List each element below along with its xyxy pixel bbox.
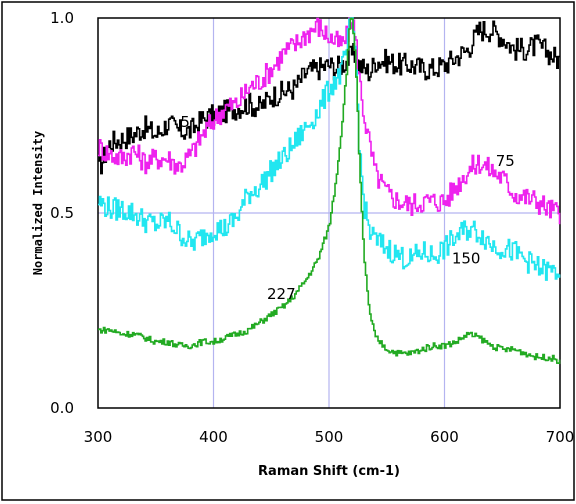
- series-line-75: [98, 17, 561, 225]
- tick-layer: 300 400 500 600 700 0.0 0.5 1.0: [50, 9, 574, 446]
- series-label-150: 150: [452, 250, 481, 268]
- series-line-227: [98, 17, 561, 364]
- x-tick-label: 700: [546, 428, 575, 446]
- x-axis-title: Raman Shift (cm-1): [258, 464, 400, 479]
- series-line-150: [98, 17, 561, 281]
- x-tick-label: 600: [430, 428, 459, 446]
- y-tick-label: 1.0: [50, 9, 74, 27]
- y-tick-label: 0.5: [50, 204, 74, 222]
- x-tick-label: 400: [199, 428, 228, 446]
- series-label-227: 227: [267, 285, 296, 303]
- y-tick-label: 0.0: [50, 399, 74, 417]
- series-label-layer: 5 75 150 227: [180, 113, 514, 303]
- series-label-75: 75: [496, 152, 515, 170]
- y-axis-title: Normalized Intensity: [31, 131, 45, 276]
- series-layer: [98, 17, 561, 364]
- x-tick-label: 300: [84, 428, 113, 446]
- x-tick-label: 500: [315, 428, 344, 446]
- series-label-5: 5: [180, 113, 190, 131]
- series-line-5: [98, 20, 561, 175]
